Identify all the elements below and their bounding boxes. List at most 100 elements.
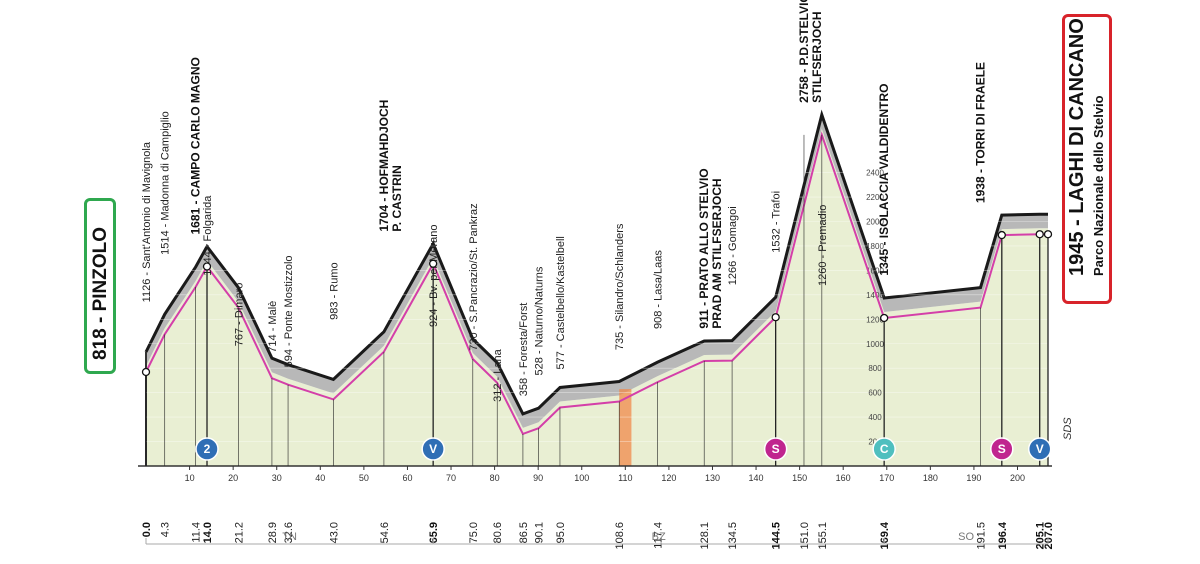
climb-marker-letter: S [998, 442, 1006, 456]
feed-zone-band [619, 389, 632, 466]
altitude-tick-label: 400 [868, 413, 882, 422]
km-marker-label: 75.0 [468, 522, 480, 543]
km-marker-label: 28.9 [267, 522, 279, 543]
place-label: 1345 - ISOLACCIA VALDIDENTRO [877, 84, 891, 276]
climb-marker-circle [990, 437, 1014, 461]
km-markers: 10 20 30 40 50 60 70 80 90 100 110 120 130 140 150 160 1… [138, 134, 1055, 550]
climb-marker-letter: 2 [204, 442, 211, 456]
km-tick-label: 70 [446, 473, 456, 483]
km-marker-label: 151.0 [799, 522, 811, 550]
place-label: 1260 - Premadio [817, 205, 829, 286]
km-point [997, 230, 1006, 240]
km-tick-label: 200 [1010, 473, 1025, 483]
km-tick-label: 20 [228, 473, 238, 483]
km-marker-label: 21.2 [233, 522, 245, 543]
km-marker-label: 86.5 [518, 522, 530, 543]
place-label: 767 - Dimaro [233, 283, 245, 347]
place-label: 528 - Naturno/Naturns [534, 266, 546, 375]
km-point [771, 313, 780, 322]
altitude-tick-label: 1400 [866, 291, 884, 300]
place-label: 594 - Ponte Mostizzolo [283, 255, 295, 367]
km-marker-label: 196.4 [997, 521, 1009, 549]
km-tick-label: 30 [272, 473, 282, 483]
region-bands: TN BZ SO [145, 531, 1049, 545]
km-tick-label: 40 [315, 473, 325, 483]
km-marker-label: 65.9 [428, 522, 440, 543]
place-label: 735 - Silandro/Schlanders [614, 223, 626, 350]
region-label: BZ [652, 531, 666, 543]
km-marker-label: 90.1 [534, 522, 546, 543]
km-tick-label: 80 [490, 473, 500, 483]
km-point [141, 367, 151, 377]
km-point [880, 313, 889, 323]
finish-label: 1945 - LAGHI DI CANCANO [1066, 18, 1088, 276]
altitude-tick-label: 2400 [866, 169, 884, 178]
km-tick-label: 110 [618, 473, 632, 483]
start-label: 818 - PINZOLO [90, 226, 111, 360]
place-label: 1514 - Madonna di Campiglio [160, 111, 172, 255]
place-label: 1532 - Trafoi [771, 191, 783, 253]
km-tick-label: 60 [402, 473, 412, 483]
km-tick-label: 90 [533, 473, 543, 483]
climb-marker-circle [421, 437, 445, 461]
km-marker-label: 108.6 [614, 522, 626, 550]
altitude-tick-label: 800 [868, 364, 882, 373]
place-label: 358 - Foresta/Forst [518, 303, 530, 397]
climb-marker-circle [195, 437, 219, 461]
place-label-line2: STILFSERJOCH [810, 11, 824, 102]
place-label: 1266 - Gomagoi [727, 206, 739, 285]
altitude-tick-label: 1200 [866, 315, 884, 324]
km-tick-label: 180 [923, 473, 938, 483]
km-marker-label: 207.0 [1043, 522, 1055, 550]
climb-marker-letter: V [429, 442, 437, 456]
km-marker-label: 191.5 [975, 522, 987, 550]
km-marker-label: 0.0 [141, 522, 153, 537]
climb-marker-circle [763, 437, 788, 461]
km-tick-label: 170 [879, 473, 894, 483]
km-marker-label: 54.6 [379, 522, 391, 543]
place-labels: 1126 - Sant'Antonio di Mavignola 1514 - M… [141, 0, 987, 402]
sds-label: SDS [1062, 417, 1074, 440]
km-tick-label: 50 [359, 473, 369, 483]
place-label: 1681 - CAMPO CARLO MAGNO [189, 57, 203, 234]
place-label: 577 - Castelbello/Kastelbell [555, 236, 567, 369]
climb-marker-letter: C [880, 442, 889, 456]
altitude-gridlines: 2004006008001000120014001600180020002200… [146, 169, 1048, 447]
km-marker-label: 155.1 [817, 522, 829, 550]
km-tick-label: 10 [185, 473, 195, 483]
profile-top-edge [144, 109, 1048, 416]
finish-sublabel: Parco Nazionale dello Stelvio [1091, 95, 1106, 276]
altitude-tick-label: 1600 [866, 266, 884, 275]
km-point [1043, 230, 1053, 239]
place-label: 924 - Bv. per Merano [428, 225, 440, 328]
place-label: 714 - Malè [267, 301, 279, 353]
km-marker-label: 11.4 [191, 522, 203, 543]
altitude-tick-label: 1800 [866, 242, 884, 251]
place-label: 312 - Lana [492, 348, 504, 401]
km-marker-label: 134.5 [727, 522, 739, 550]
finish-badge [1062, 14, 1112, 304]
place-label-line2: PRAD AM STILFSERJOCH [710, 178, 724, 328]
place-label-line2: P. CASTRIN [390, 165, 404, 231]
km-marker-label: 144.5 [771, 522, 783, 550]
km-marker-label: 80.6 [492, 522, 504, 543]
km-marker-label: 169.4 [879, 521, 891, 549]
profile-area [144, 109, 1048, 467]
start-badge [84, 198, 116, 374]
place-label: 2758 - P.D.STELVIO [797, 0, 811, 103]
km-marker-label: 43.0 [328, 522, 340, 543]
km-tick-label: 160 [836, 473, 851, 483]
km-marker-label: 14.0 [202, 522, 214, 543]
km-marker-label: 117.4 [653, 522, 665, 549]
climb-marker-circle [872, 437, 896, 461]
place-label: 1704 - HOFMAHDJOCH [377, 100, 391, 232]
km-marker-label: 128.1 [699, 522, 711, 550]
km-tick-label: 190 [966, 473, 981, 483]
km-tick-label: 100 [574, 473, 589, 483]
place-label: 1344 - Folgarida [202, 195, 214, 276]
altitude-tick-label: 2200 [866, 193, 884, 202]
place-label: 908 - Lasa/Laas [653, 250, 665, 329]
climb-marker-letter: S [772, 442, 780, 456]
place-label: 1938 - TORRI DI FRAELE [973, 62, 987, 203]
